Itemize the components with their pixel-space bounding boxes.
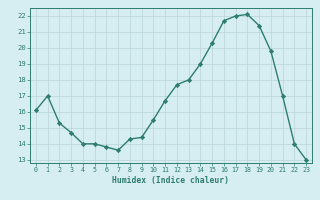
X-axis label: Humidex (Indice chaleur): Humidex (Indice chaleur) [113,176,229,185]
